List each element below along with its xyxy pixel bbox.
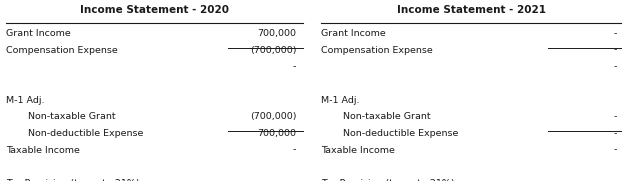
Text: -: - xyxy=(293,146,296,155)
Text: Compensation Expense: Compensation Expense xyxy=(6,46,118,55)
Text: (700,000): (700,000) xyxy=(250,112,296,121)
Text: -: - xyxy=(613,62,617,71)
Text: -: - xyxy=(613,46,617,55)
Text: Income Statement - 2020: Income Statement - 2020 xyxy=(80,5,229,15)
Text: Tax Provision (tax rate 21%): Tax Provision (tax rate 21%) xyxy=(321,179,455,181)
Text: Non-taxable Grant: Non-taxable Grant xyxy=(28,112,115,121)
Text: 700,000: 700,000 xyxy=(257,29,296,38)
Text: -: - xyxy=(613,146,617,155)
Text: 700,000: 700,000 xyxy=(257,129,296,138)
Text: Non-deductible Expense: Non-deductible Expense xyxy=(28,129,144,138)
Text: -: - xyxy=(613,179,617,181)
Text: -: - xyxy=(613,129,617,138)
Text: Compensation Expense: Compensation Expense xyxy=(321,46,433,55)
Text: M-1 Adj.: M-1 Adj. xyxy=(321,96,360,105)
Text: Income Statement - 2021: Income Statement - 2021 xyxy=(397,5,545,15)
Text: Taxable Income: Taxable Income xyxy=(6,146,80,155)
Text: Non-deductible Expense: Non-deductible Expense xyxy=(343,129,459,138)
Text: Taxable Income: Taxable Income xyxy=(321,146,395,155)
Text: Grant Income: Grant Income xyxy=(321,29,386,38)
Text: M-1 Adj.: M-1 Adj. xyxy=(6,96,45,105)
Text: -: - xyxy=(613,112,617,121)
Text: (700,000): (700,000) xyxy=(250,46,296,55)
Text: -: - xyxy=(613,29,617,38)
Text: Grant Income: Grant Income xyxy=(6,29,71,38)
Text: Tax Provision (tax rate 21%): Tax Provision (tax rate 21%) xyxy=(6,179,140,181)
Text: Non-taxable Grant: Non-taxable Grant xyxy=(343,112,431,121)
Text: -: - xyxy=(293,179,296,181)
Text: -: - xyxy=(293,62,296,71)
